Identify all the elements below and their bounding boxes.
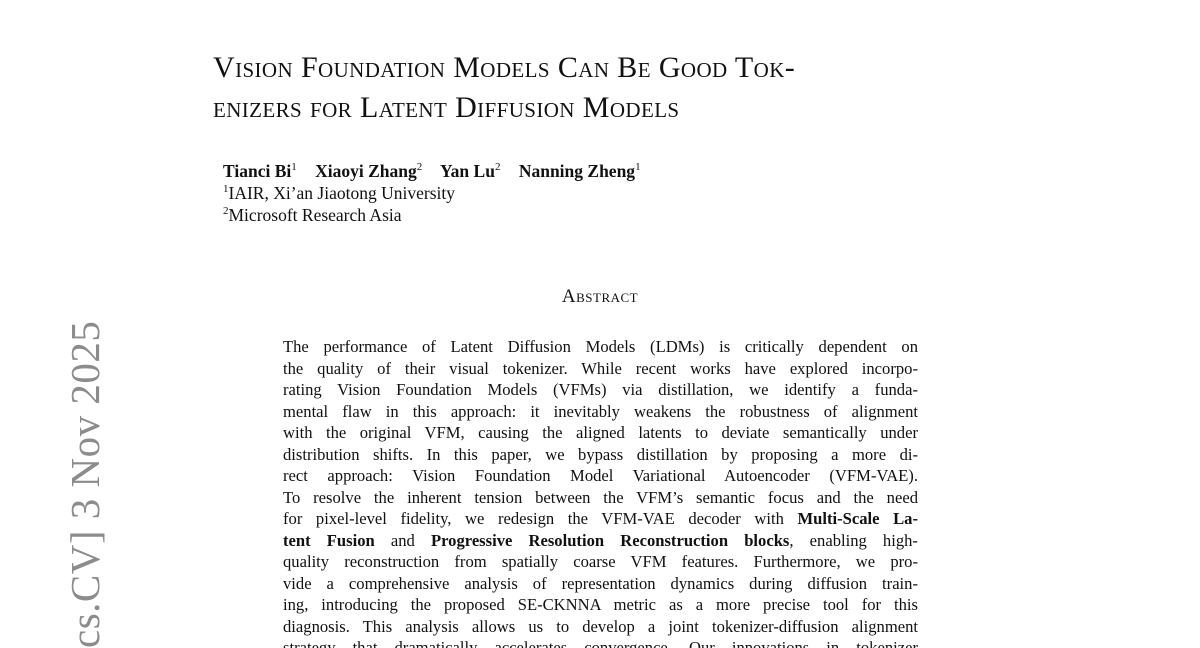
abstract-line: distribution shifts. In this paper, we b…: [283, 444, 918, 466]
abstract-text: vide a comprehensive analysis of represe…: [283, 573, 918, 593]
abstract-text: distribution shifts. In this paper, we b…: [283, 444, 918, 464]
affiliation-2: 2Microsoft Research Asia: [223, 205, 402, 225]
author-nanning-zheng: Nanning Zheng1: [518, 161, 641, 181]
abstract-bold-term: Progressive Resolution Reconstruction bl…: [430, 530, 790, 550]
abstract-text: To resolve the inherent tension between …: [283, 487, 918, 507]
paper-title: Vision Foundation Models Can Be Good Tok…: [213, 48, 1013, 128]
author-block: Tianci Bi1 Xiaoyi Zhang2 Yan Lu2 Nanning…: [223, 160, 655, 226]
abstract-line: tent Fusion and Progressive Resolution R…: [283, 530, 918, 552]
abstract-text: mental flaw in this approach: it inevita…: [283, 401, 918, 421]
abstract-line: the quality of their visual tokenizer. W…: [283, 358, 918, 380]
abstract-line: ing, introducing the proposed SE-CKNNA m…: [283, 594, 918, 616]
title-line-1: Vision Foundation Models Can Be Good Tok…: [213, 51, 796, 84]
abstract-text: strategy that dramatically accelerates c…: [283, 638, 918, 648]
abstract-line: The performance of Latent Diffusion Mode…: [283, 336, 918, 358]
abstract-heading: Abstract: [561, 286, 639, 307]
author-xiaoyi-zhang: Xiaoyi Zhang2: [315, 161, 423, 181]
affiliation-mark: 1: [291, 161, 297, 174]
affiliation-mark: 2: [494, 161, 501, 174]
abstract-text: the quality of their visual tokenizer. W…: [283, 358, 918, 378]
author-list: Tianci Bi1 Xiaoyi Zhang2 Yan Lu2 Nanning…: [223, 160, 655, 182]
abstract-bold-term: tent Fusion: [283, 530, 375, 550]
abstract-line: quality reconstruction from spatially co…: [283, 551, 918, 573]
affiliation-mark: 1: [635, 161, 641, 174]
abstract-text: rect approach: Vision Foundation Model V…: [283, 466, 918, 485]
abstract-line: rating Vision Foundation Models (VFMs) v…: [283, 379, 918, 401]
abstract-line: vide a comprehensive analysis of represe…: [283, 573, 918, 595]
title-line-2: enizers for Latent Diffusion Models: [213, 91, 680, 124]
abstract-body: The performance of Latent Diffusion Mode…: [283, 336, 918, 648]
abstract-text: with the original VFM, causing the align…: [283, 423, 918, 442]
abstract-text: rating Vision Foundation Models (VFMs) v…: [283, 380, 918, 399]
author-tianci-bi: Tianci Bi1: [223, 161, 297, 181]
abstract-text: ing, introducing the proposed SE-CKNNA m…: [283, 595, 918, 614]
abstract-text: and: [374, 530, 431, 550]
abstract-line: for pixel-level fidelity, we redesign th…: [283, 508, 918, 530]
abstract-line: rect approach: Vision Foundation Model V…: [283, 465, 918, 487]
abstract-line: diagnosis. This analysis allows us to de…: [283, 616, 918, 638]
abstract-text: , enabling high-: [789, 530, 918, 550]
abstract-line: with the original VFM, causing the align…: [283, 422, 918, 444]
abstract-line: To resolve the inherent tension between …: [283, 487, 918, 509]
abstract-text: for pixel-level fidelity, we redesign th…: [283, 509, 798, 528]
abstract-bold-term: Multi-Scale La-: [797, 509, 919, 528]
abstract-line: strategy that dramatically accelerates c…: [283, 637, 918, 648]
author-yan-lu: Yan Lu2: [439, 161, 501, 181]
affiliation-mark: 2: [416, 161, 423, 174]
abstract-text: quality reconstruction from spatially co…: [283, 552, 918, 571]
abstract-text: diagnosis. This analysis allows us to de…: [283, 616, 918, 636]
arxiv-identifier-stamp: cs.CV] 3 Nov 2025: [62, 320, 108, 648]
abstract-text: The performance of Latent Diffusion Mode…: [283, 337, 918, 356]
abstract-line: mental flaw in this approach: it inevita…: [283, 401, 918, 423]
affiliation-1: 1IAIR, Xi’an Jiaotong University: [223, 183, 455, 203]
